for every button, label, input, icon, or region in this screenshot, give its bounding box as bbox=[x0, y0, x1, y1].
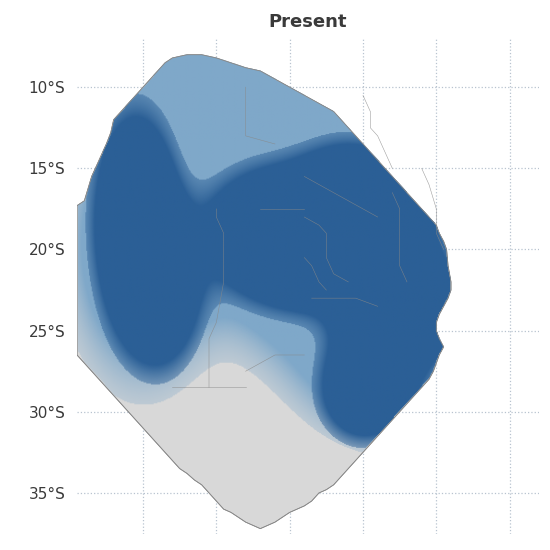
Title: Present: Present bbox=[269, 13, 347, 31]
PathPatch shape bbox=[77, 55, 451, 529]
